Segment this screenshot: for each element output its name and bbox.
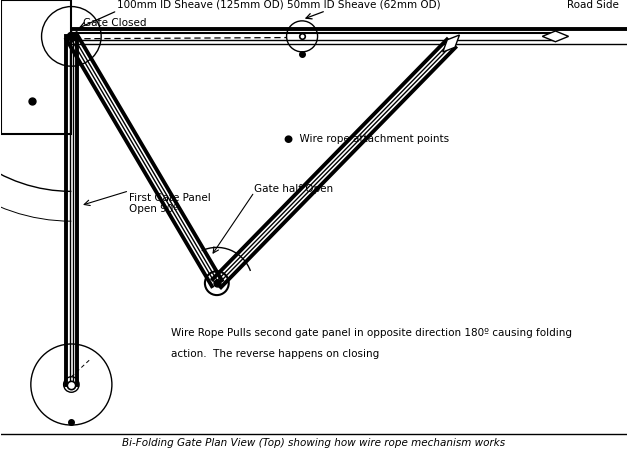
- Text: 100mm ID Sheave (125mm OD): 100mm ID Sheave (125mm OD): [117, 0, 284, 10]
- Text: Gate Closed: Gate Closed: [84, 18, 147, 28]
- Text: Bi-Folding Gate Plan View (Top) showing how wire rope mechanism works: Bi-Folding Gate Plan View (Top) showing …: [122, 438, 506, 448]
- Bar: [1, 0, 72, 134]
- Text: 50mm ID Sheave (62mm OD): 50mm ID Sheave (62mm OD): [287, 0, 441, 10]
- Text: Wire Rope Pulls second gate panel in opposite direction 180º causing folding: Wire Rope Pulls second gate panel in opp…: [171, 328, 572, 338]
- Text: Gate half Open: Gate half Open: [254, 184, 333, 194]
- Polygon shape: [543, 31, 568, 42]
- Text: Road Side: Road Side: [567, 0, 619, 10]
- Text: action.  The reverse happens on closing: action. The reverse happens on closing: [171, 349, 379, 359]
- Text: ●  Wire rope attachment points: ● Wire rope attachment points: [284, 134, 449, 144]
- Polygon shape: [443, 35, 460, 52]
- Text: First Gate Panel
Open 90º: First Gate Panel Open 90º: [129, 193, 211, 214]
